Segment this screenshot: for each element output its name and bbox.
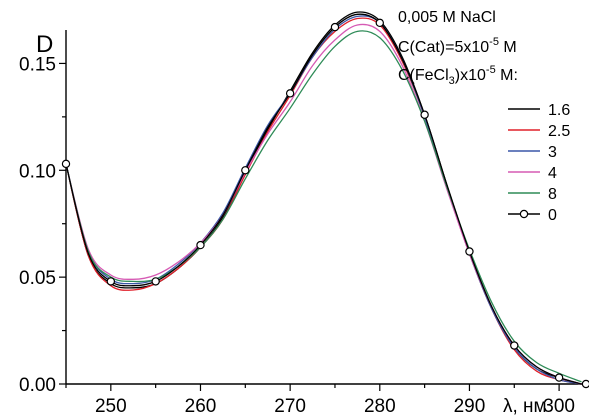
data-point-marker bbox=[285, 89, 295, 98]
annotation-line-3: C(FeCl3)x10-5 M: bbox=[398, 64, 518, 87]
y-ticks: 0.00 0.05 0.10 0.15 bbox=[19, 54, 66, 396]
data-point-marker bbox=[420, 110, 429, 119]
data-point-marker bbox=[510, 341, 519, 350]
data-point-marker bbox=[581, 379, 589, 389]
legend-marker bbox=[519, 209, 529, 219]
x-ticks: 250 260 270 280 290 300 bbox=[65, 384, 575, 417]
data-point-marker bbox=[196, 240, 205, 250]
y-tick-label: 0.05 bbox=[19, 268, 56, 289]
data-point-marker bbox=[554, 373, 564, 382]
legend-label-1.6: 1.6 bbox=[548, 102, 570, 119]
legend-label-0: 0 bbox=[548, 207, 557, 224]
x-tick-label: 260 bbox=[185, 396, 217, 417]
data-point-marker bbox=[465, 247, 474, 256]
data-point-marker bbox=[241, 166, 250, 175]
data-point-marker bbox=[151, 277, 160, 286]
axes bbox=[65, 30, 588, 385]
x-tick-label: 280 bbox=[364, 396, 396, 417]
legend-label-8: 8 bbox=[548, 186, 557, 203]
x-tick-label: 290 bbox=[454, 396, 486, 417]
data-point-marker bbox=[375, 18, 384, 28]
legend-label-3: 3 bbox=[548, 144, 557, 161]
annotation-line-1: 0,005 M NaCl bbox=[398, 9, 496, 26]
data-point-marker bbox=[330, 22, 340, 32]
x-tick-label: 270 bbox=[274, 396, 306, 417]
annotation-block: 0,005 M NaCl C(Cat)=5x10-5 M C(FeCl3)x10… bbox=[398, 9, 518, 87]
legend: 1.6 2.5 3 4 8 0 bbox=[508, 102, 570, 224]
x-axis-label: λ, нм bbox=[503, 396, 547, 417]
legend-label-4: 4 bbox=[548, 165, 557, 182]
series-line-0 bbox=[65, 13, 582, 385]
y-tick-label: 0.10 bbox=[19, 161, 56, 182]
y-axis-label: D bbox=[36, 31, 53, 58]
data-point-marker bbox=[106, 277, 116, 286]
x-tick-label: 250 bbox=[95, 396, 127, 417]
plot-series bbox=[61, 11, 589, 389]
series-line-8 bbox=[65, 30, 582, 383]
y-tick-label: 0.15 bbox=[19, 54, 56, 75]
legend-label-2.5: 2.5 bbox=[548, 123, 570, 140]
y-tick-label: 0.00 bbox=[19, 375, 56, 396]
annotation-line-2: C(Cat)=5x10-5 M bbox=[398, 36, 517, 56]
x-tick-label: 300 bbox=[543, 396, 575, 417]
data-point-marker bbox=[61, 159, 71, 169]
